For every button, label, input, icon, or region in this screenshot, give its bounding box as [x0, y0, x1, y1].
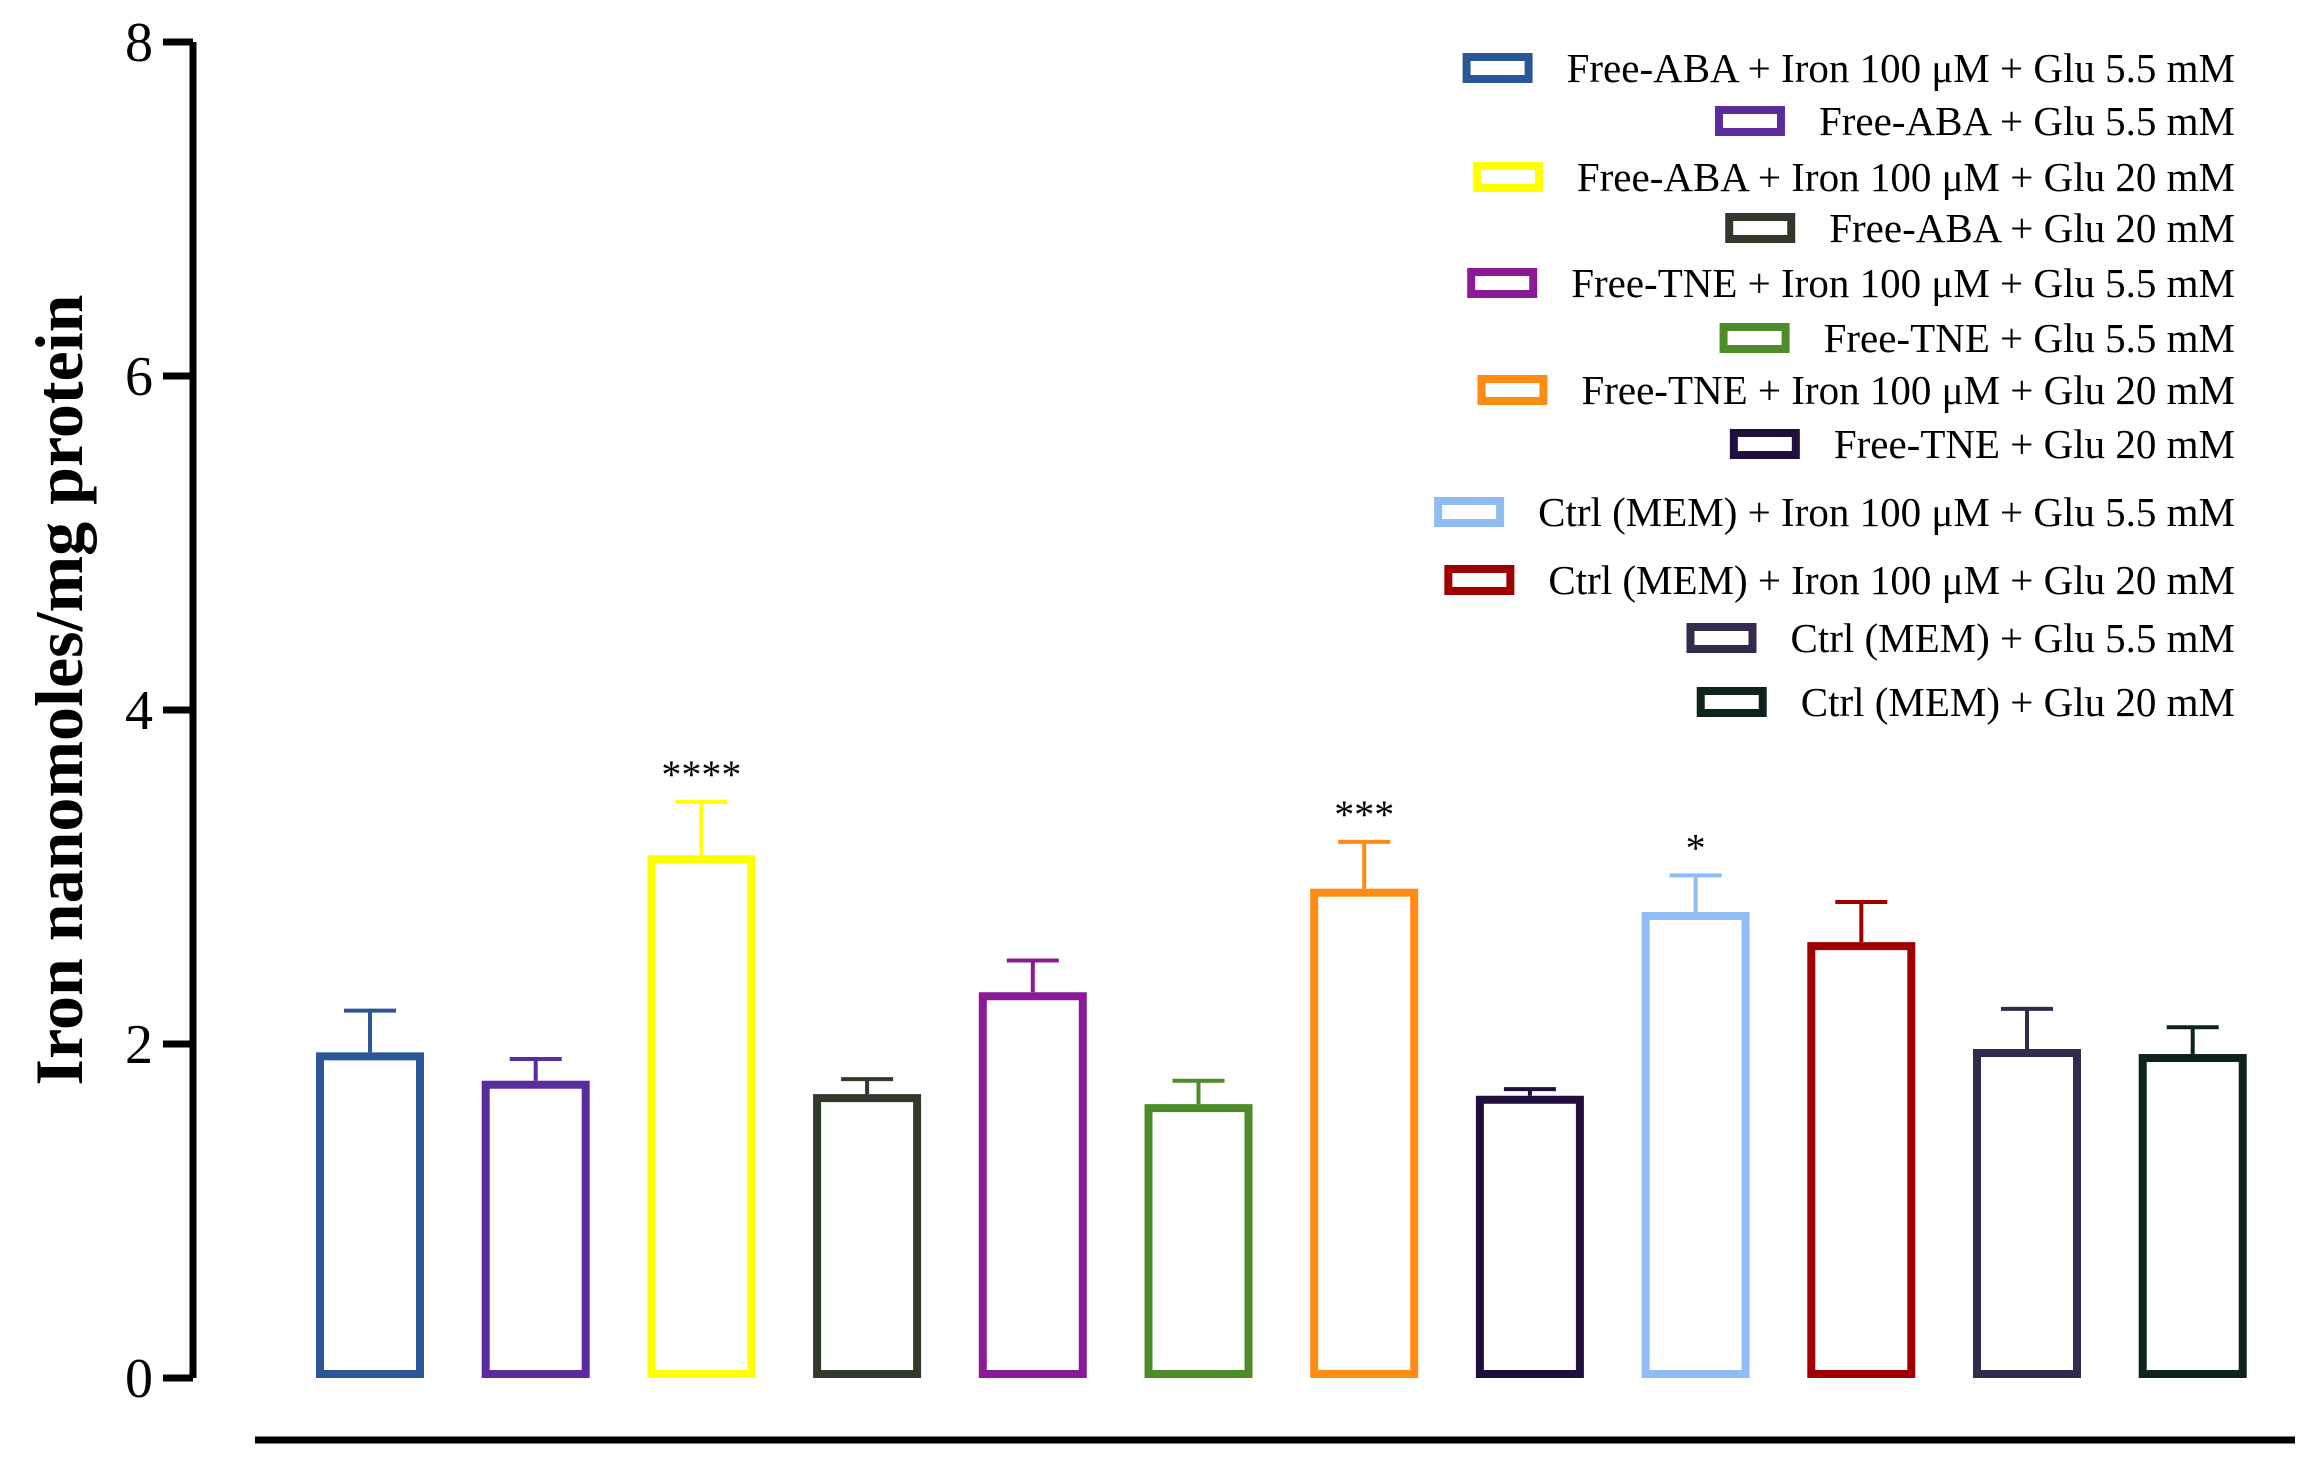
- bar: [1475, 1095, 1584, 1379]
- legend-label: Free-ABA + Iron 100 μM + Glu 20 mM: [1577, 154, 2235, 200]
- legend-label: Ctrl (MEM) + Glu 5.5 mM: [1790, 615, 2235, 661]
- bar: [1144, 1104, 1253, 1378]
- legend-swatch: [1729, 429, 1800, 459]
- legend-label: Free-ABA + Glu 20 mM: [1829, 205, 2235, 251]
- legend-swatch: [1477, 375, 1548, 405]
- legend-swatch: [1714, 106, 1785, 136]
- legend-swatch: [1467, 268, 1538, 298]
- legend: Free-ABA + Iron 100 μM + Glu 5.5 mM Free-…: [1434, 45, 2235, 725]
- y-tick-label: 8: [125, 12, 153, 74]
- bars: ********: [316, 752, 2247, 1379]
- legend-label: Free-ABA + Glu 5.5 mM: [1819, 98, 2235, 144]
- legend-swatch: [1725, 213, 1796, 243]
- legend-label: Ctrl (MEM) + Iron 100 μM + Glu 20 mM: [1548, 557, 2235, 603]
- bar: [978, 992, 1087, 1378]
- bar: [316, 1052, 424, 1378]
- y-axis-title: Iron nanomoles/mg protein: [21, 295, 97, 1086]
- legend-swatch: [1444, 565, 1515, 595]
- legend-label: Free-TNE + Iron 100 μM + Glu 20 mM: [1581, 367, 2235, 413]
- legend-label: Free-ABA + Iron 100 μM + Glu 5.5 mM: [1567, 45, 2235, 91]
- y-axis: 0 2 4 6 8: [125, 12, 197, 1410]
- legend-label: Free-TNE + Glu 5.5 mM: [1824, 315, 2235, 361]
- legend-swatch: [1434, 497, 1505, 527]
- y-tick-label: 2: [125, 1014, 153, 1076]
- legend-swatch: [1462, 53, 1533, 83]
- legend-label: Free-TNE + Iron 100 μM + Glu 5.5 mM: [1571, 260, 2235, 306]
- bar: [1641, 912, 1750, 1378]
- significance-label: ***: [1334, 792, 1394, 837]
- bar: [1973, 1049, 2081, 1378]
- legend-label: Ctrl (MEM) + Iron 100 μM + Glu 5.5 mM: [1538, 489, 2235, 535]
- legend-swatch: [1696, 687, 1767, 717]
- bar: [1310, 888, 1419, 1378]
- legend-label: Free-TNE + Glu 20 mM: [1834, 421, 2235, 467]
- legend-swatch: [1719, 323, 1790, 353]
- bar: [813, 1094, 922, 1378]
- y-tick-label: 0: [125, 1348, 153, 1410]
- legend-swatch: [1472, 162, 1543, 192]
- bar: [481, 1080, 590, 1378]
- significance-label: *: [1686, 825, 1706, 870]
- bar: [647, 855, 756, 1378]
- significance-label: ****: [661, 752, 741, 797]
- y-tick-label: 6: [125, 346, 153, 408]
- bar: [2138, 1054, 2247, 1379]
- y-tick-label: 4: [125, 680, 153, 742]
- bar: [1807, 942, 1916, 1378]
- legend-label: Ctrl (MEM) + Glu 20 mM: [1801, 679, 2235, 725]
- legend-swatch: [1686, 623, 1757, 653]
